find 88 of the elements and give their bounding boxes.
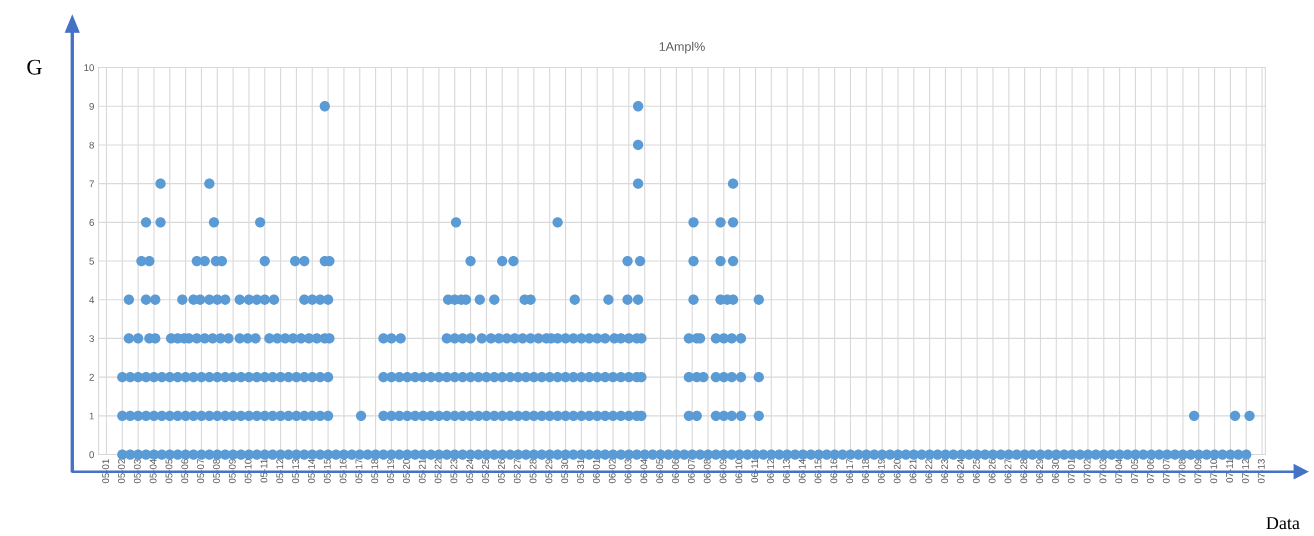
x-tick-label: 06-15 <box>814 459 822 484</box>
x-tick-label: 05-12 <box>276 459 284 484</box>
x-axis-title: Data <box>1266 517 1300 530</box>
x-tick-label: 05-15 <box>323 459 331 484</box>
x-tick-label: 06-07 <box>687 459 695 484</box>
x-tick-label: 06-17 <box>846 459 854 484</box>
x-tick-label: 06-22 <box>925 459 933 484</box>
x-tick-label: 05-05 <box>165 459 173 484</box>
x-tick-label: 07-07 <box>1162 459 1170 484</box>
x-tick-label: 05-19 <box>387 459 395 484</box>
x-tick-label: 06-02 <box>608 459 616 484</box>
x-tick-label: 06-08 <box>703 459 711 484</box>
x-tick-label: 05-22 <box>434 459 442 484</box>
x-tick-label: 05-24 <box>466 458 474 484</box>
x-tick-label: 05-28 <box>529 459 537 484</box>
x-tick-label: 06-05 <box>656 459 664 484</box>
x-tick-label: 07-10 <box>1210 459 1218 484</box>
x-tick-label: 06-26 <box>988 459 996 484</box>
x-tick-label: 05-03 <box>133 459 141 484</box>
x-tick-label: 07-02 <box>1083 459 1091 484</box>
y-tick-label: 0 <box>89 451 94 459</box>
x-tick-label: 05-18 <box>371 459 379 484</box>
x-tick-label: 05-27 <box>513 459 521 484</box>
x-tick-label: 06-23 <box>941 459 949 484</box>
x-tick-label: 05-25 <box>482 459 489 484</box>
x-tick-label: 06-20 <box>893 459 901 484</box>
x-tick-label: 06-29 <box>1036 459 1044 484</box>
x-tick-label: 06-13 <box>782 459 790 484</box>
y-tick-label: 9 <box>89 102 94 110</box>
chart-title: 1Ampl% <box>659 41 705 54</box>
x-tick-label: 05-09 <box>228 459 236 484</box>
x-tick-label: 07-11 <box>1226 459 1234 483</box>
x-tick-label: 06-28 <box>1020 459 1028 484</box>
x-tick-label: 06-10 <box>735 459 743 484</box>
y-tick-label: 1 <box>89 412 94 420</box>
x-tick-label: 05-08 <box>213 459 220 484</box>
y-tick-label: 5 <box>89 257 94 265</box>
x-tick-label: 06-14 <box>798 458 806 484</box>
x-tick-label: 05-26 <box>497 459 505 484</box>
x-tick-label: 05-31 <box>577 459 584 484</box>
x-tick-label: 05-06 <box>181 459 189 484</box>
x-tick-label: 06-06 <box>672 459 679 484</box>
y-tick-label: 8 <box>89 141 94 149</box>
x-tick-label: 07-01 <box>1067 459 1075 484</box>
x-tick-label: 07-03 <box>1099 459 1107 484</box>
x-tick-label: 06-09 <box>719 459 727 484</box>
x-tick-label: 06-01 <box>592 459 600 484</box>
x-tick-label: 05-10 <box>244 459 252 484</box>
x-tick-label: 06-25 <box>972 459 980 484</box>
x-tick-label: 06-30 <box>1052 459 1059 484</box>
x-tick-label: 07-06 <box>1147 459 1154 484</box>
x-tick-label: 06-21 <box>909 459 917 484</box>
x-tick-label: 05-07 <box>197 459 205 484</box>
y-tick-label: 4 <box>89 296 95 304</box>
x-tick-label: 05-30 <box>561 459 569 484</box>
y-tick-label: 2 <box>89 373 94 381</box>
x-tick-label: 07-04 <box>1115 458 1123 484</box>
y-tick-label: 7 <box>89 180 94 188</box>
x-tick-label: 05-14 <box>307 458 315 484</box>
x-tick-label: 05-13 <box>292 459 300 484</box>
x-tick-label: 05-01 <box>102 459 110 484</box>
x-tick-label: 05-11 <box>260 459 268 483</box>
y-tick-label: 10 <box>84 64 94 72</box>
x-tick-label: 06-24 <box>957 458 964 484</box>
x-tick-label: 06-03 <box>624 459 632 484</box>
x-tick-label: 05-16 <box>339 459 347 484</box>
x-tick-label: 05-23 <box>450 459 458 484</box>
x-tick-label: 07-12 <box>1241 459 1249 484</box>
x-tick-label: 05-21 <box>418 459 426 484</box>
y-tick-label: 6 <box>89 219 94 226</box>
x-tick-label: 06-16 <box>830 459 838 484</box>
x-tick-label: 05-02 <box>118 459 125 484</box>
x-tick-label: 06-18 <box>862 459 869 484</box>
x-tick-label: 06-19 <box>877 459 885 484</box>
x-tick-label: 06-11 <box>751 459 759 483</box>
y-axis-title: G <box>27 59 42 75</box>
x-tick-label: 06-27 <box>1004 459 1012 484</box>
x-tick-label: 07-08 <box>1178 459 1186 484</box>
x-tick-label: 05-20 <box>402 459 410 484</box>
x-tick-label: 07-05 <box>1131 459 1139 484</box>
x-tick-label: 07-13 <box>1257 459 1265 484</box>
y-tick-label: 3 <box>89 335 94 343</box>
x-tick-label: 06-12 <box>767 459 774 484</box>
x-tick-label: 06-04 <box>640 458 648 484</box>
x-tick-label: 07-09 <box>1194 459 1202 484</box>
x-tick-label: 05-29 <box>545 459 553 484</box>
x-tick-label: 05-04 <box>149 458 157 484</box>
x-tick-label: 05-17 <box>355 459 363 484</box>
